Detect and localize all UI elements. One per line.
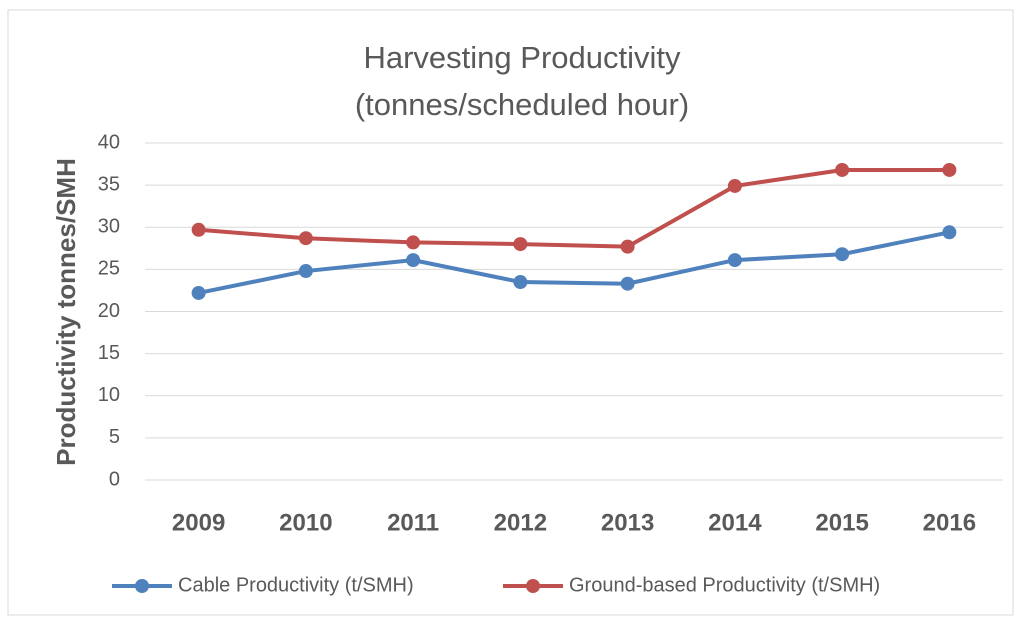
x-tick-label: 2016: [923, 509, 976, 536]
data-point: [620, 276, 635, 291]
x-tick-label: 2013: [601, 509, 654, 536]
y-tick-label: 0: [109, 468, 120, 490]
data-point: [191, 222, 206, 237]
chart-frame: [7, 9, 1014, 616]
series-line: [198, 230, 950, 295]
y-tick-label: 20: [98, 300, 120, 322]
y-tick-label: 35: [98, 173, 120, 195]
data-point: [942, 162, 957, 177]
legend-label: Cable Productivity (t/SMH): [178, 574, 414, 596]
series-line: [198, 167, 950, 249]
legend-marker: [135, 579, 149, 593]
data-point: [406, 253, 421, 268]
y-tick-label: 5: [109, 426, 120, 448]
x-tick-label: 2010: [279, 509, 332, 536]
data-point: [620, 239, 635, 254]
legend-label: Ground-based Productivity (t/SMH): [569, 574, 880, 596]
y-tick-label: 25: [98, 258, 120, 280]
data-point: [727, 253, 742, 268]
legend-marker: [526, 579, 540, 593]
y-tick-label: 15: [98, 342, 120, 364]
data-point: [298, 231, 313, 246]
y-tick-label: 40: [98, 131, 120, 153]
y-tick-label: 10: [98, 384, 120, 406]
x-tick-label: 2015: [815, 509, 868, 536]
x-tick-label: 2014: [708, 509, 762, 536]
chart-title: Harvesting Productivity: [363, 40, 681, 75]
data-point: [406, 235, 421, 250]
x-tick-label: 2011: [387, 509, 439, 536]
data-point: [835, 162, 850, 177]
x-tick-label: 2009: [172, 509, 225, 536]
data-point: [942, 225, 957, 240]
y-axis-label: Productivity tonnes/SMH: [51, 158, 81, 466]
data-point: [835, 247, 850, 262]
y-tick-label: 30: [98, 216, 120, 238]
data-point: [727, 178, 742, 193]
chart-title: (tonnes/scheduled hour): [355, 87, 689, 122]
data-point: [191, 285, 206, 300]
x-tick-label: 2012: [494, 509, 547, 536]
data-point: [298, 264, 313, 279]
data-point: [513, 237, 528, 252]
data-point: [513, 275, 528, 290]
